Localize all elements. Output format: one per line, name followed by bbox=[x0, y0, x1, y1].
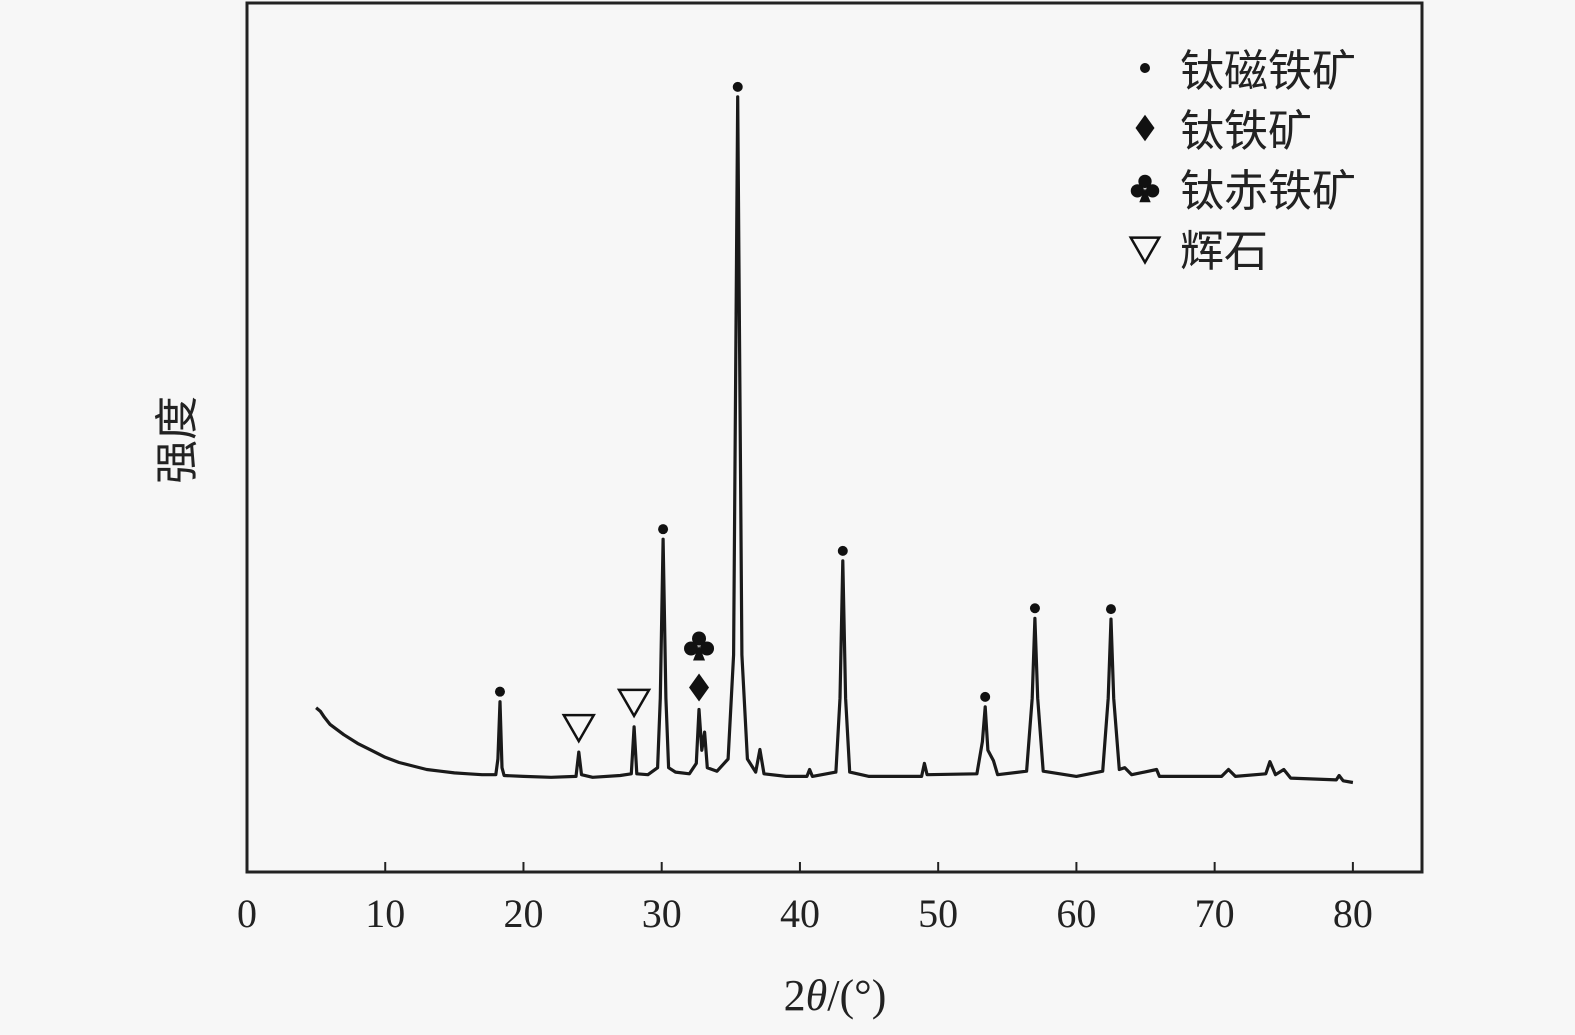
club-marker bbox=[1130, 174, 1160, 203]
circle-marker bbox=[837, 545, 848, 556]
legend-label: 辉石 bbox=[1180, 227, 1268, 276]
x-tick-label: 10 bbox=[365, 891, 405, 936]
x-tick-label: 50 bbox=[918, 891, 958, 936]
circle-marker bbox=[1029, 603, 1040, 614]
x-tick-label: 20 bbox=[503, 891, 543, 936]
diamond-marker bbox=[689, 673, 710, 702]
triangle-marker bbox=[561, 713, 596, 744]
x-tick-label: 70 bbox=[1195, 891, 1235, 936]
x-axis-title: 2θ/(°) bbox=[784, 971, 887, 1020]
circle-marker bbox=[1140, 63, 1150, 73]
x-tick-label: 0 bbox=[237, 891, 257, 936]
y-axis-title: 强度 bbox=[153, 396, 202, 484]
circle-marker bbox=[658, 524, 669, 535]
circle-marker bbox=[980, 691, 991, 702]
triangle-marker bbox=[1128, 236, 1162, 265]
circle-marker bbox=[732, 81, 743, 92]
legend-item: 钛磁铁矿 bbox=[1140, 47, 1356, 96]
legend-label: 钛磁铁矿 bbox=[1180, 47, 1356, 96]
legend-label: 钛铁矿 bbox=[1180, 107, 1312, 156]
plot-frame bbox=[245, 1, 1424, 874]
legend-item: 钛铁矿 bbox=[1135, 107, 1312, 156]
x-tick-label: 80 bbox=[1333, 891, 1373, 936]
legend-item: 辉石 bbox=[1128, 227, 1268, 276]
legend-item: 钛赤铁矿 bbox=[1130, 167, 1356, 216]
circle-marker bbox=[494, 686, 505, 697]
x-tick-label: 30 bbox=[642, 891, 682, 936]
xrd-series-line bbox=[315, 95, 1354, 785]
diamond-marker bbox=[1135, 114, 1155, 142]
x-tick-label: 60 bbox=[1056, 891, 1096, 936]
triangle-marker bbox=[616, 688, 652, 719]
circle-marker bbox=[1105, 604, 1116, 615]
club-marker bbox=[684, 631, 715, 661]
x-tick-label: 40 bbox=[780, 891, 820, 936]
legend-label: 钛赤铁矿 bbox=[1180, 167, 1356, 216]
